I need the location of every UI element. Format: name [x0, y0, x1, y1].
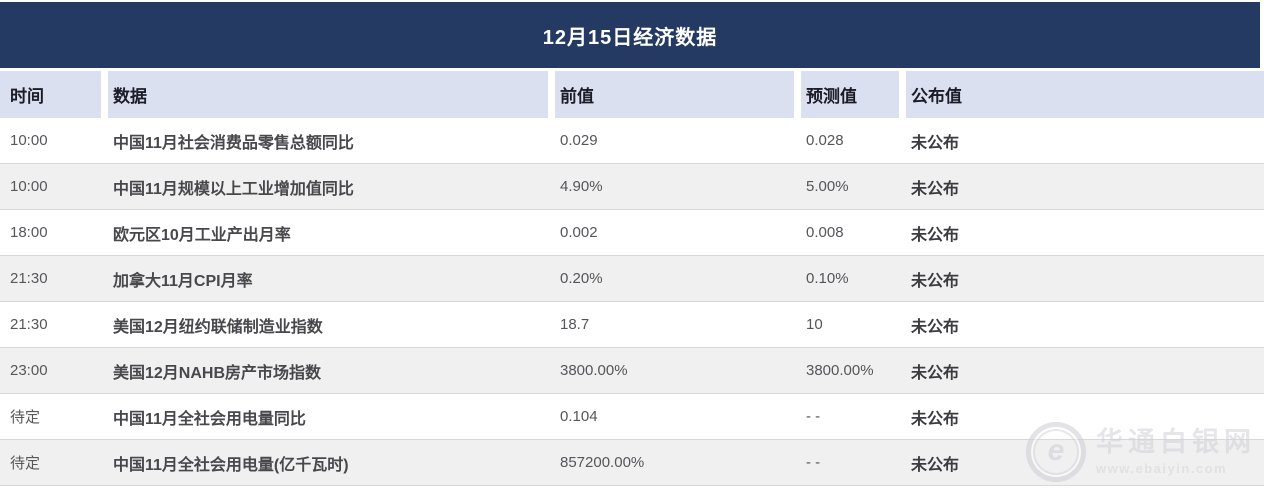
column-header-published: 公布值 — [906, 71, 1264, 118]
cell-published: 未公布 — [911, 364, 960, 382]
table-row: 待定 中国11月全社会用电量(亿千瓦时) 857200.00% - - 未公布 — [0, 440, 1264, 486]
cell-previous: 3800.00% — [560, 362, 628, 379]
table-title-bar: 12月15日经济数据 — [0, 2, 1260, 68]
column-header-forecast: 预测值 — [801, 71, 899, 118]
cell-time: 18:00 — [10, 224, 48, 241]
cell-indicator: 欧元区10月工业产出月率 — [113, 226, 291, 244]
cell-previous: 0.20% — [560, 270, 603, 287]
table-row: 21:30 美国12月纽约联储制造业指数 18.7 10 未公布 — [0, 302, 1264, 348]
cell-published: 未公布 — [911, 410, 960, 428]
cell-indicator: 美国12月NAHB房产市场指数 — [113, 364, 322, 382]
cell-time: 10:00 — [10, 178, 48, 195]
cell-indicator: 中国11月规模以上工业增加值同比 — [113, 180, 354, 198]
column-header-time: 时间 — [0, 71, 101, 118]
cell-published: 未公布 — [911, 272, 960, 290]
cell-time: 10:00 — [10, 132, 48, 149]
cell-published: 未公布 — [911, 456, 960, 474]
cell-time: 待定 — [10, 409, 41, 426]
cell-indicator: 中国11月社会消费品零售总额同比 — [113, 134, 354, 152]
cell-published: 未公布 — [911, 226, 960, 244]
cell-previous: 0.104 — [560, 408, 598, 425]
cell-previous: 18.7 — [560, 316, 590, 333]
cell-forecast: 0.008 — [806, 224, 844, 241]
cell-indicator: 中国11月全社会用电量同比 — [113, 410, 306, 428]
table-header-row: 时间 数据 前值 预测值 公布值 — [0, 71, 1264, 118]
column-header-previous: 前值 — [555, 71, 794, 118]
cell-time: 待定 — [10, 455, 41, 472]
table-row: 待定 中国11月全社会用电量同比 0.104 - - 未公布 — [0, 394, 1264, 440]
page-title: 12月15日经济数据 — [542, 26, 718, 49]
table-row: 21:30 加拿大11月CPI月率 0.20% 0.10% 未公布 — [0, 256, 1264, 302]
cell-previous: 0.029 — [560, 132, 598, 149]
cell-published: 未公布 — [911, 180, 960, 198]
cell-forecast: 0.028 — [806, 132, 844, 149]
cell-previous: 857200.00% — [560, 454, 645, 471]
table-row: 10:00 中国11月社会消费品零售总额同比 0.029 0.028 未公布 — [0, 118, 1264, 164]
cell-time: 23:00 — [10, 362, 48, 379]
cell-time: 21:30 — [10, 316, 48, 333]
cell-published: 未公布 — [911, 318, 960, 336]
column-header-indicator: 数据 — [108, 71, 548, 118]
cell-time: 21:30 — [10, 270, 48, 287]
table-row: 18:00 欧元区10月工业产出月率 0.002 0.008 未公布 — [0, 210, 1264, 256]
cell-indicator: 美国12月纽约联储制造业指数 — [113, 318, 323, 336]
cell-indicator: 加拿大11月CPI月率 — [113, 272, 253, 290]
cell-forecast: 0.10% — [806, 270, 849, 287]
table-row: 23:00 美国12月NAHB房产市场指数 3800.00% 3800.00% … — [0, 348, 1264, 394]
cell-forecast: - - — [806, 454, 821, 471]
cell-indicator: 中国11月全社会用电量(亿千瓦时) — [113, 456, 349, 474]
cell-forecast: 3800.00% — [806, 362, 874, 379]
cell-previous: 4.90% — [560, 178, 603, 195]
cell-forecast: 5.00% — [806, 178, 849, 195]
cell-forecast: 10 — [806, 316, 823, 333]
table-row: 10:00 中国11月规模以上工业增加值同比 4.90% 5.00% 未公布 — [0, 164, 1264, 210]
cell-published: 未公布 — [911, 134, 960, 152]
cell-previous: 0.002 — [560, 224, 598, 241]
cell-forecast: - - — [806, 408, 821, 425]
